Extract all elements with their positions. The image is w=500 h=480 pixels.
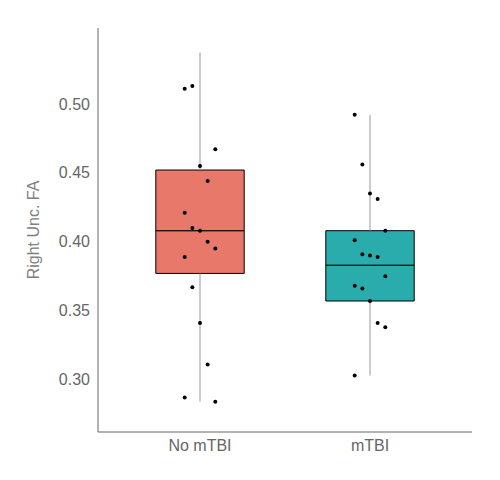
svg-text:0.40: 0.40 [59, 233, 90, 250]
svg-text:0.50: 0.50 [59, 96, 90, 113]
svg-text:0.35: 0.35 [59, 302, 90, 319]
svg-text:0.45: 0.45 [59, 164, 90, 181]
svg-text:No mTBI: No mTBI [168, 437, 231, 454]
svg-text:Right Unc. FA: Right Unc. FA [25, 180, 42, 279]
svg-text:mTBI: mTBI [351, 437, 389, 454]
svg-text:0.30: 0.30 [59, 371, 90, 388]
